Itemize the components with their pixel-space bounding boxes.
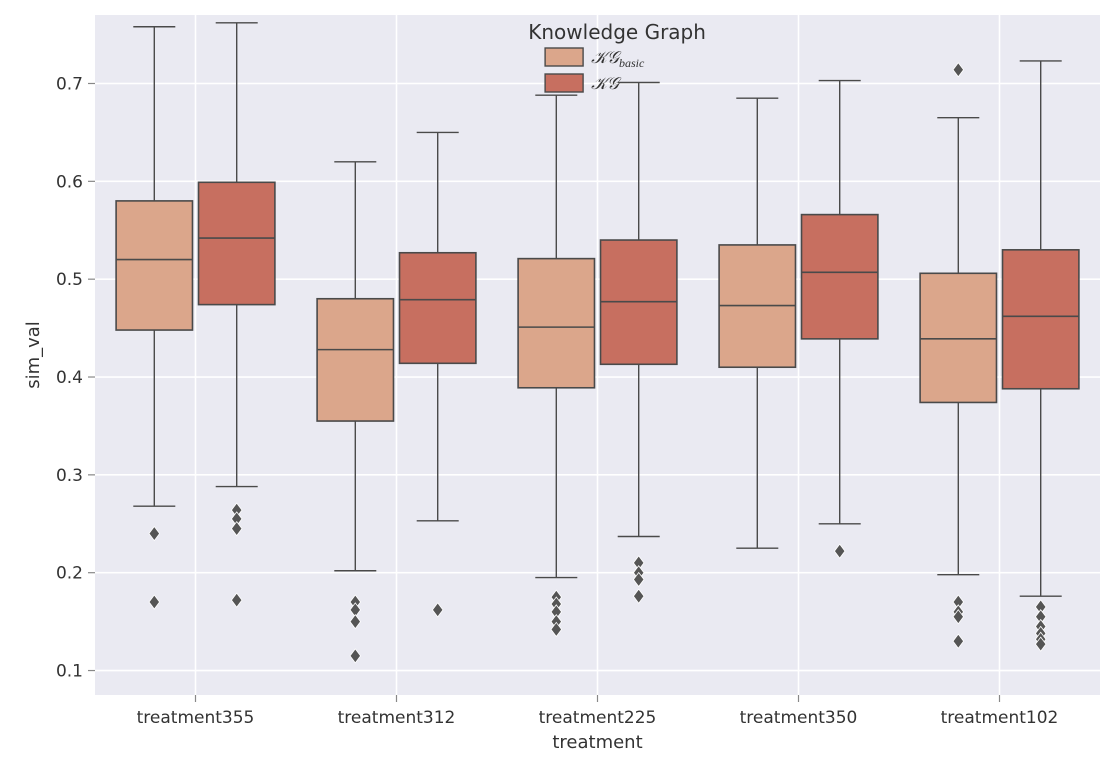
boxplot-chart: 0.1 0.2 0.3 0.4 0.5 0.6 0.7 treatment355 treatme… <box>0 0 1115 759</box>
box <box>317 299 393 421</box>
legend-swatch <box>545 74 583 92</box>
y-tick-label: 0.5 <box>56 270 83 290</box>
y-tick-label: 0.1 <box>56 662 83 682</box>
box <box>802 215 878 339</box>
legend-label: 𝒦𝒢 <box>591 74 622 93</box>
legend-title: Knowledge Graph <box>528 20 706 44</box>
y-tick-label: 0.2 <box>56 564 83 584</box>
box <box>920 273 996 402</box>
y-tick-label: 0.6 <box>56 172 83 192</box>
y-tick-label: 0.7 <box>56 74 83 94</box>
y-axis-label: sim_val <box>23 321 44 389</box>
x-tick-label: treatment355 <box>137 708 255 728</box>
box <box>400 253 476 364</box>
box <box>1003 250 1079 389</box>
legend-swatch <box>545 48 583 66</box>
y-tick-label: 0.4 <box>56 368 83 388</box>
x-tick-label: treatment350 <box>740 708 858 728</box>
x-axis-label: treatment <box>552 732 642 753</box>
y-tick-label: 0.3 <box>56 466 83 486</box>
box <box>116 201 192 330</box>
box <box>199 182 275 304</box>
x-tick-label: treatment102 <box>941 708 1059 728</box>
x-tick-label: treatment312 <box>338 708 456 728</box>
box <box>518 259 594 388</box>
chart-svg: 0.1 0.2 0.3 0.4 0.5 0.6 0.7 treatment355 treatme… <box>0 0 1115 759</box>
x-tick-label: treatment225 <box>539 708 657 728</box>
